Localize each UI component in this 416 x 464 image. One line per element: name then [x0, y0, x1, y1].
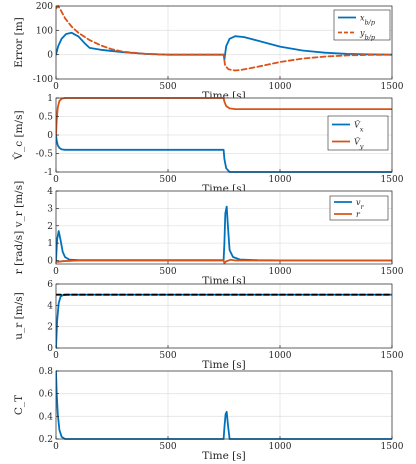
legend-box — [327, 115, 389, 151]
legend-entry: xb/p — [360, 14, 376, 27]
y-tick-label: 6 — [47, 280, 53, 290]
y-tick-label: -0.5 — [36, 150, 54, 160]
y-tick-label: 200 — [36, 2, 53, 12]
y-tick-label: 0 — [47, 344, 53, 354]
y-axis-label: V̂_c [m/s] — [12, 110, 25, 160]
y-axis-label: C_T — [13, 395, 25, 415]
legend-entry: V̂y — [354, 138, 364, 151]
x-axis-label: Time [s] — [202, 450, 245, 462]
subplot-5: 0 500 1000 1500 0.2 0.4 0.6 0.8 Time [s] C_T — [13, 367, 404, 462]
subplot-4: 0 500 1000 1500 0 2 4 6 Time [s] u_r [m/s] — [13, 280, 404, 371]
y-tick-label: 4 — [47, 301, 53, 311]
x-tick-label: 1500 — [381, 442, 404, 452]
y-tick-label: 1 — [47, 94, 53, 104]
y-tick-label: 1 — [47, 239, 53, 249]
y-tick-label: -1 — [44, 168, 53, 178]
y-tick-label: 0 — [47, 131, 53, 141]
y-tick-label: 0.8 — [39, 367, 54, 377]
y-tick-label: 100 — [36, 26, 53, 36]
x-tick-label: 1500 — [381, 267, 404, 277]
y-tick-label: 3 — [47, 204, 53, 214]
plot-area — [56, 284, 392, 348]
axes-frame — [55, 190, 393, 265]
x-tick-label: 500 — [159, 442, 176, 452]
x-tick-label: 0 — [53, 351, 59, 361]
x-tick-label: 1500 — [381, 82, 404, 92]
axes-frame — [55, 5, 393, 80]
x-tick-label: 1000 — [269, 351, 292, 361]
x-tick-label: 1500 — [381, 175, 404, 185]
x-tick-label: 0 — [53, 175, 59, 185]
series-line-1 — [56, 134, 392, 173]
legend-box — [333, 9, 391, 41]
y-tick-label: -100 — [33, 75, 53, 85]
y-tick-label: 0 — [47, 257, 53, 267]
legend: V̂x V̂y — [327, 115, 389, 151]
legend-entry: vr — [356, 198, 365, 211]
x-tick-label: 1000 — [269, 267, 292, 277]
y-axis-label: r [rad/s] v_r [m/s] — [13, 181, 25, 274]
y-tick-label: 0.6 — [39, 390, 54, 400]
x-tick-label: 500 — [159, 175, 176, 185]
y-tick-label: 4 — [47, 187, 53, 197]
axes-frame — [55, 370, 393, 440]
x-tick-label: 0 — [53, 82, 59, 92]
series-line-2 — [56, 5, 392, 72]
y-tick-label: 0.5 — [39, 113, 54, 123]
legend: vrr — [329, 195, 389, 221]
x-tick-label: 0 — [53, 267, 59, 277]
x-tick-label: 500 — [159, 267, 176, 277]
x-tick-label: 1500 — [381, 351, 404, 361]
x-tick-label: 500 — [159, 82, 176, 92]
legend: xb/p yb/p — [333, 9, 391, 42]
x-tick-label: 500 — [159, 351, 176, 361]
x-axis-label: Time [s] — [202, 359, 245, 371]
y-axis-label: Error [m] — [13, 17, 25, 68]
axes-frame — [55, 283, 393, 349]
legend-entry: V̂x — [354, 121, 364, 134]
x-tick-label: 0 — [53, 442, 59, 452]
x-tick-label: 1000 — [269, 442, 292, 452]
y-axis-label: u_r [m/s] — [13, 292, 25, 339]
y-tick-label: 0.4 — [39, 412, 54, 422]
y-tick-label: 2 — [47, 222, 53, 232]
x-tick-label: 1000 — [269, 82, 292, 92]
series-line-2 — [56, 258, 392, 265]
y-tick-label: 2 — [47, 323, 53, 333]
legend-entry: yb/p — [359, 29, 376, 42]
legend-box — [329, 195, 389, 221]
y-tick-label: 0.2 — [39, 435, 53, 445]
legend-entry: r — [356, 210, 361, 219]
y-tick-label: 0 — [47, 51, 53, 61]
series-line-1 — [56, 205, 392, 262]
x-tick-label: 1000 — [269, 175, 292, 185]
